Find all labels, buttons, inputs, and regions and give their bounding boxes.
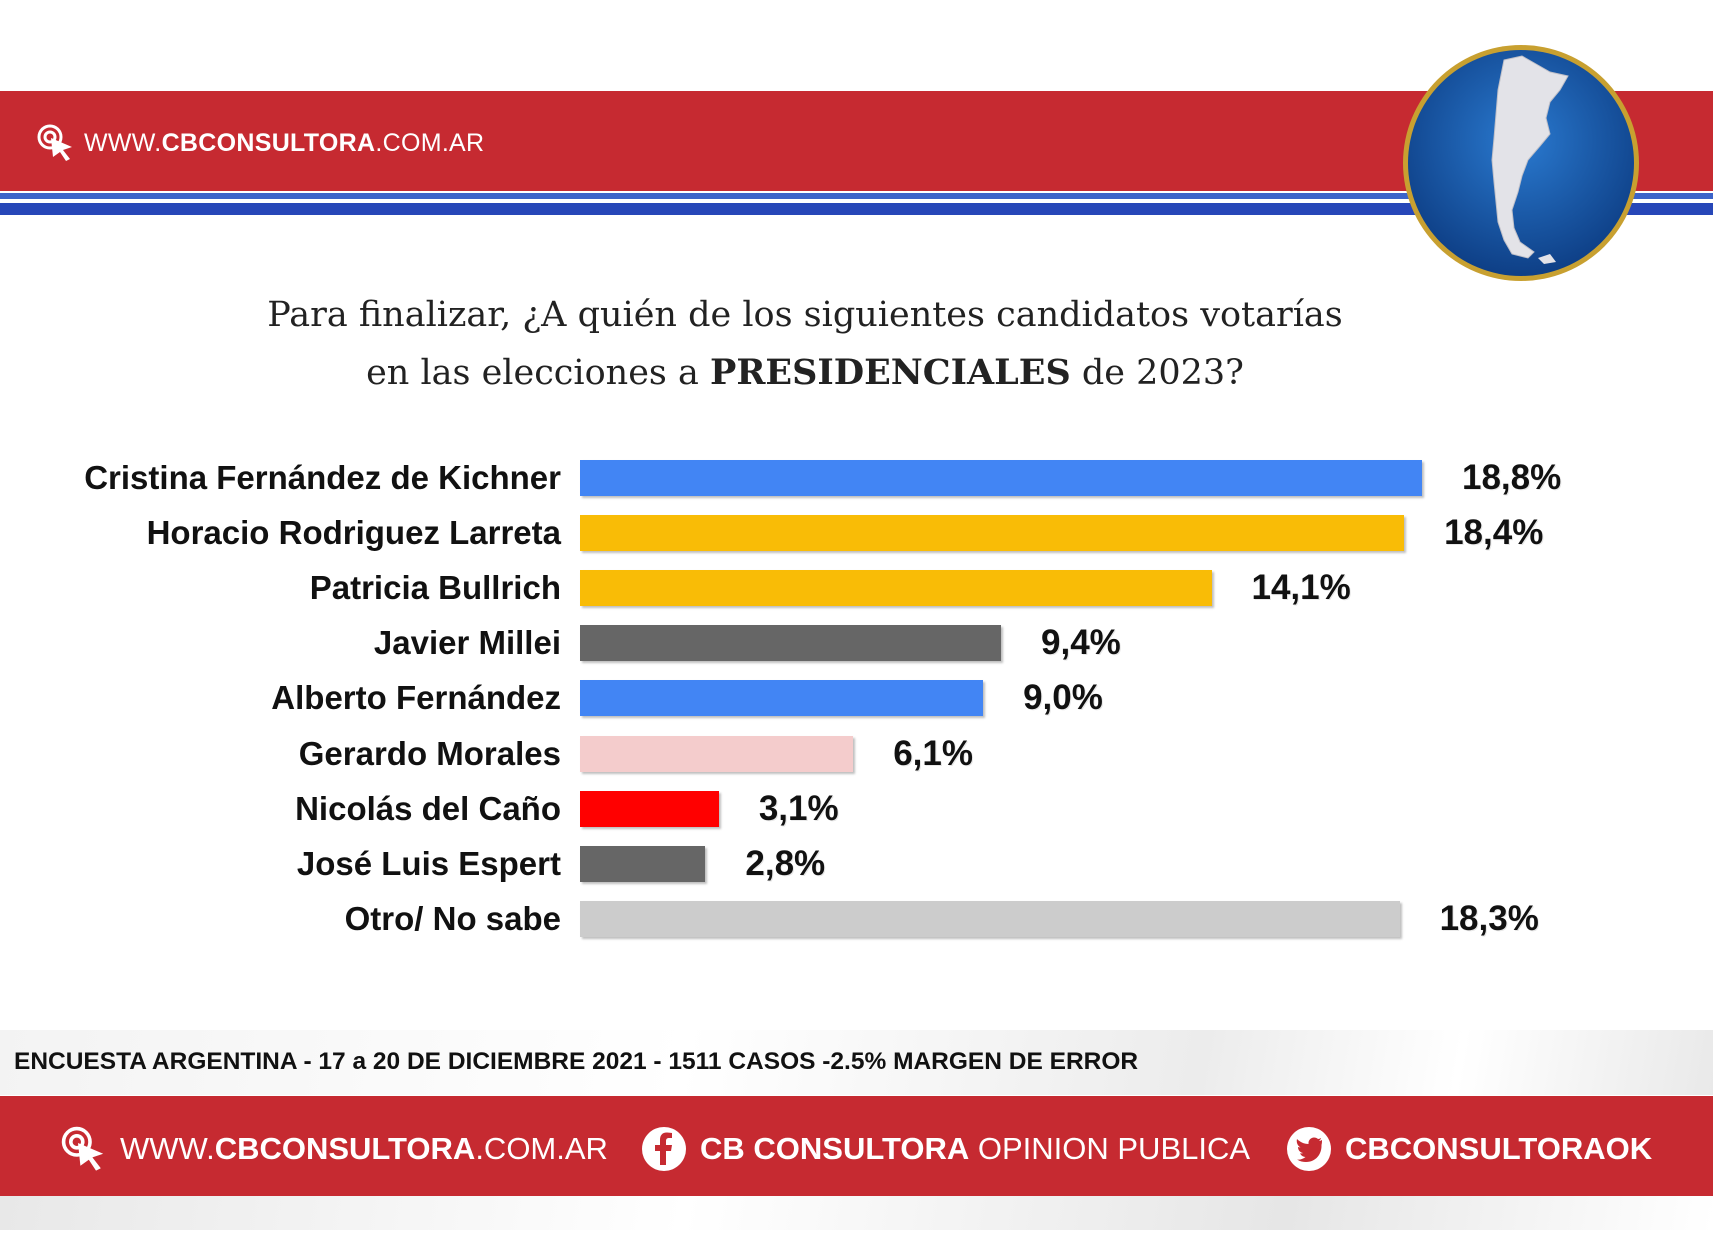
header-url: WWW.CBCONSULTORA.COM.AR xyxy=(84,128,485,157)
header-blue-stripe-thick xyxy=(0,203,1713,215)
value-label: 9,4% xyxy=(1041,623,1121,663)
click-cursor-icon xyxy=(37,124,72,161)
bar xyxy=(580,515,1405,552)
bar xyxy=(580,460,1422,496)
value-label: 18,8% xyxy=(1462,458,1562,497)
click-cursor-icon xyxy=(61,1126,104,1171)
title-line-2: en las elecciones a PRESIDENCIALES de 20… xyxy=(366,352,1244,393)
bar xyxy=(580,735,854,772)
survey-footnote: ENCUESTA ARGENTINA - 17 a 20 DE DICIEMBR… xyxy=(14,1048,1139,1075)
footer-website-link[interactable]: WWW.CBCONSULTORA.COM.AR xyxy=(60,1124,608,1174)
argentina-map-globe xyxy=(1403,45,1639,281)
footer-twitter-handle: CBCONSULTORAOK xyxy=(1345,1131,1653,1166)
bar xyxy=(580,570,1212,607)
category-label: Gerardo Morales xyxy=(298,734,561,772)
category-label: Nicolás del Caño xyxy=(295,789,561,827)
footer-twitter-link[interactable]: CBCONSULTORAOK xyxy=(1285,1124,1652,1174)
value-label: 6,1% xyxy=(893,733,973,773)
footer-shade xyxy=(0,1196,1713,1230)
category-label: Alberto Fernández xyxy=(271,679,561,717)
bar xyxy=(580,845,706,882)
category-label: José Luis Espert xyxy=(296,844,561,882)
twitter-icon xyxy=(1287,1127,1331,1171)
category-label: Javier Millei xyxy=(373,624,561,662)
bar xyxy=(580,625,1001,662)
argentina-map-shape xyxy=(1491,55,1569,259)
value-label: 9,0% xyxy=(1023,678,1103,718)
header-website-link[interactable]: WWW.CBCONSULTORA.COM.AR xyxy=(36,123,484,163)
chart-title: Para finalizar, ¿A quién de los siguient… xyxy=(0,286,1610,402)
value-label: 18,3% xyxy=(1439,898,1539,938)
footer-facebook-link[interactable]: CB CONSULTORA OPINION PUBLICA xyxy=(640,1124,1250,1174)
footer-facebook-text: CB CONSULTORA OPINION PUBLICA xyxy=(700,1131,1251,1166)
value-label: 3,1% xyxy=(758,788,839,828)
footer-strip xyxy=(0,1030,1713,1095)
bar-chart: Cristina Fernández de Kichner 18,8% Horaci… xyxy=(84,458,1562,938)
bar xyxy=(580,790,719,827)
title-line-1: Para finalizar, ¿A quién de los siguient… xyxy=(267,295,1343,335)
value-label: 18,4% xyxy=(1444,513,1544,553)
category-label: Patricia Bullrich xyxy=(309,569,561,607)
bar xyxy=(580,680,984,717)
value-label: 2,8% xyxy=(745,843,826,883)
category-label: Horacio Rodriguez Larreta xyxy=(146,514,561,552)
category-label: Cristina Fernández de Kichner xyxy=(84,459,561,496)
facebook-icon xyxy=(642,1127,686,1171)
bar xyxy=(580,900,1400,937)
category-label: Otro/ No sabe xyxy=(344,899,561,937)
footer-url: WWW.CBCONSULTORA.COM.AR xyxy=(120,1131,608,1166)
header-blue-stripe xyxy=(0,193,1713,199)
value-label: 14,1% xyxy=(1251,568,1351,608)
footer-band xyxy=(0,1096,1713,1196)
